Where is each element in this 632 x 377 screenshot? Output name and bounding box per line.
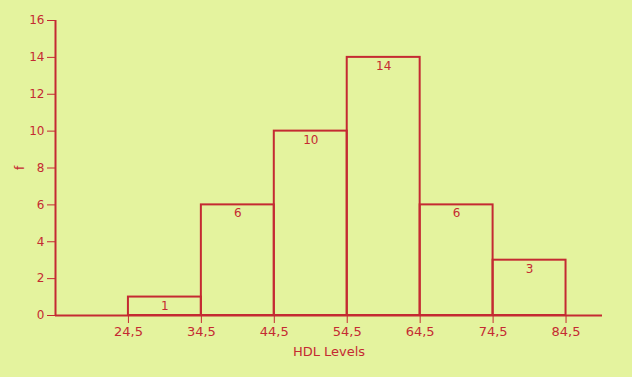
svg-text:54,5: 54,5	[333, 324, 362, 339]
svg-text:12: 12	[29, 87, 44, 101]
svg-text:14: 14	[376, 59, 391, 73]
svg-text:6: 6	[37, 198, 45, 212]
svg-text:f: f	[13, 165, 27, 170]
svg-text:74,5: 74,5	[479, 324, 508, 339]
svg-text:84,5: 84,5	[552, 324, 581, 339]
svg-text:10: 10	[29, 124, 44, 138]
svg-text:1: 1	[161, 299, 169, 313]
svg-text:0: 0	[37, 308, 45, 322]
svg-text:6: 6	[234, 206, 242, 220]
svg-text:14: 14	[29, 50, 44, 64]
svg-text:10: 10	[303, 133, 318, 147]
svg-text:44,5: 44,5	[260, 324, 289, 339]
svg-text:4: 4	[37, 235, 45, 249]
svg-text:24,5: 24,5	[114, 324, 143, 339]
svg-text:3: 3	[526, 262, 534, 276]
svg-text:HDL Levels: HDL Levels	[293, 344, 365, 359]
svg-text:2: 2	[37, 271, 45, 285]
svg-text:16: 16	[29, 13, 44, 27]
svg-text:6: 6	[453, 206, 461, 220]
svg-text:8: 8	[37, 161, 45, 175]
svg-text:64,5: 64,5	[406, 324, 435, 339]
svg-text:34,5: 34,5	[187, 324, 216, 339]
